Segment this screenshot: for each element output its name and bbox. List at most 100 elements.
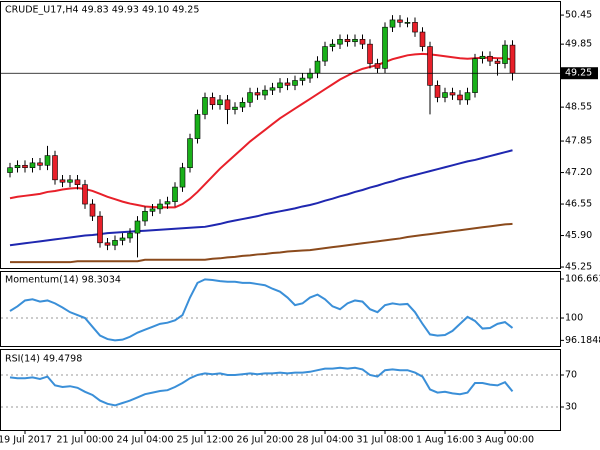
- candle-body: [419, 31, 426, 47]
- candle-body: [352, 39, 358, 43]
- y-tick-label: 48.55: [565, 102, 592, 113]
- candle-body: [157, 203, 163, 210]
- candle-body: [307, 72, 313, 79]
- candle-body: [434, 85, 441, 98]
- last-price-box: [560, 67, 598, 80]
- momentum-panel: [0, 271, 561, 347]
- candle-body: [52, 155, 58, 181]
- rsi-panel: [0, 349, 561, 431]
- indicator-line: [9, 278, 514, 342]
- panel-title: RSI(14) 49.4798: [5, 354, 82, 365]
- candle-body: [404, 22, 411, 24]
- candle-body: [239, 101, 246, 108]
- candle-body: [449, 92, 456, 96]
- x-tick-label: 28 Jul 04:00: [297, 435, 354, 446]
- candle-body: [209, 97, 216, 106]
- candle-body: [112, 240, 118, 246]
- candle-body: [329, 43, 336, 47]
- y-tick-label: 70: [565, 370, 577, 381]
- candle-body: [367, 43, 373, 64]
- candle-body: [277, 82, 283, 89]
- candle-body: [374, 63, 381, 69]
- candle-body: [104, 242, 111, 246]
- candle-body: [292, 80, 298, 86]
- candle-body: [7, 167, 13, 173]
- candle-body: [59, 179, 66, 183]
- candle-body: [119, 237, 126, 241]
- indicator-line: [9, 366, 514, 407]
- candle-body: [247, 92, 253, 103]
- main-panel: [0, 1, 561, 269]
- candle-body: [337, 39, 343, 45]
- candle-body: [344, 39, 351, 43]
- candle-body: [389, 19, 396, 28]
- candle-body: [14, 164, 21, 169]
- y-tick-label: 45.90: [565, 230, 592, 241]
- candle-body: [427, 46, 433, 86]
- candle-body: [134, 220, 141, 234]
- candle-body: [187, 138, 193, 169]
- x-tick-label: 1 Aug 16:00: [416, 435, 474, 446]
- candle-body: [142, 211, 148, 222]
- candle-body: [382, 26, 388, 69]
- candle-body: [232, 106, 238, 110]
- candle-body: [397, 19, 403, 23]
- y-tick-label: 47.85: [565, 136, 592, 147]
- candle-body: [224, 99, 231, 110]
- y-tick-label: 49.85: [565, 39, 592, 50]
- candle-body: [262, 89, 268, 96]
- candle-body: [487, 55, 493, 62]
- last-price-label: 49.25: [565, 68, 592, 79]
- candle-body: [179, 167, 186, 188]
- candle-body: [269, 87, 276, 91]
- candle-body: [412, 22, 418, 33]
- candle-body: [464, 92, 471, 101]
- candle-body: [284, 82, 291, 86]
- y-tick-label: 30: [565, 402, 577, 413]
- candle-body: [472, 58, 478, 93]
- candle-body: [314, 60, 321, 74]
- x-tick-label: 24 Jul 04:00: [117, 435, 174, 446]
- candle-body: [479, 55, 486, 59]
- x-tick-label: 26 Jul 20:00: [237, 435, 294, 446]
- candle-body: [322, 46, 328, 62]
- panel-title: CRUDE_U17,H4 49.83 49.93 49.10 49.25: [5, 5, 199, 16]
- candle-body: [299, 77, 306, 81]
- x-tick-label: 19 Jul 2017: [0, 435, 52, 446]
- candle-body: [97, 215, 103, 244]
- candle-body: [202, 97, 208, 115]
- y-tick-label: 96.1848: [565, 335, 600, 346]
- y-tick-label: 47.20: [565, 167, 592, 178]
- candle-body: [254, 92, 261, 96]
- candle-body: [442, 92, 448, 98]
- candle-body: [509, 44, 516, 74]
- y-tick-label: 100: [565, 313, 583, 324]
- candle-body: [127, 232, 133, 239]
- candle-body: [494, 60, 501, 64]
- x-tick-label: 21 Jul 00:00: [57, 435, 114, 446]
- y-tick-label: 46.55: [565, 199, 592, 210]
- candle-body: [67, 179, 73, 183]
- candle-body: [82, 184, 88, 205]
- candle-body: [172, 186, 178, 202]
- moving-average: [9, 149, 513, 247]
- y-tick-label: 45.25: [565, 262, 592, 273]
- candle-body: [164, 201, 171, 205]
- y-tick-label: 106.6618: [565, 274, 600, 285]
- candle-body: [502, 44, 508, 64]
- x-tick-label: 3 Aug 00:00: [476, 435, 534, 446]
- panel-title: Momentum(14) 98.3034: [5, 275, 121, 286]
- candle-body: [457, 94, 463, 101]
- x-tick-label: 31 Jul 08:00: [357, 435, 414, 446]
- candle-body: [89, 203, 96, 217]
- y-tick-label: 50.45: [565, 10, 592, 21]
- candle-body: [44, 155, 51, 166]
- candle-body: [37, 162, 43, 166]
- candle-body: [22, 164, 28, 169]
- candle-body: [149, 208, 156, 212]
- candle-body: [217, 99, 223, 106]
- candle-body: [29, 162, 36, 169]
- moving-average: [10, 222, 513, 264]
- candle-body: [74, 179, 81, 185]
